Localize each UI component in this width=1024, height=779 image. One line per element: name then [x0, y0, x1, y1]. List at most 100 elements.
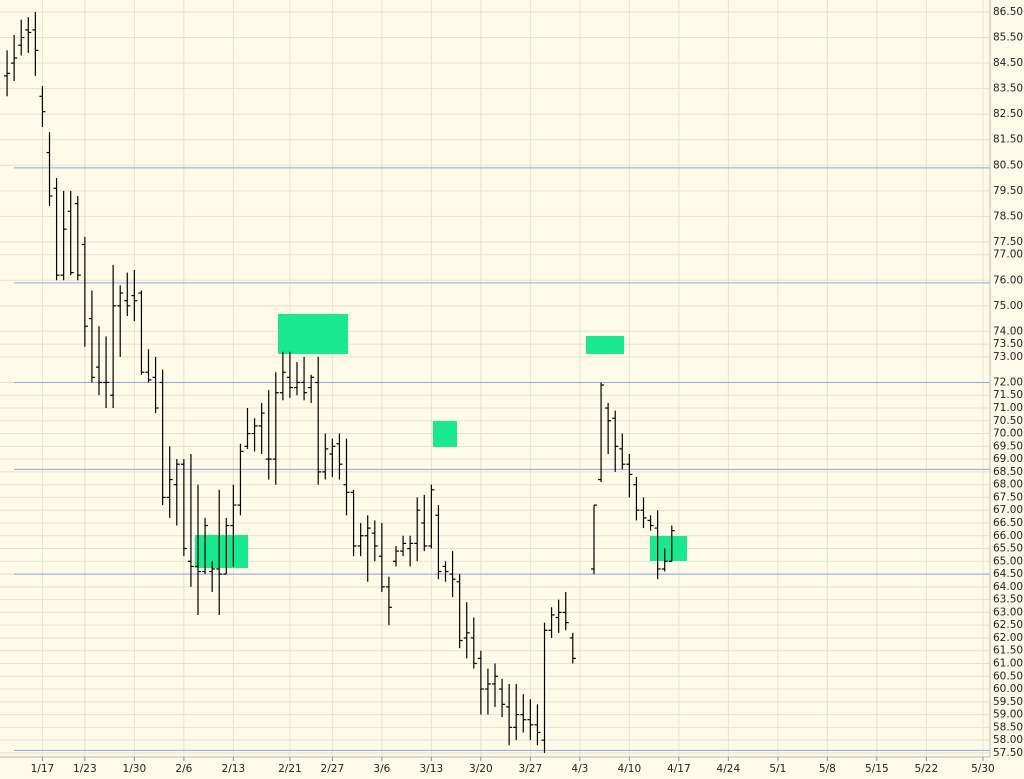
- ohlc-bar: [456, 574, 463, 649]
- y-tick-label: 71.00: [993, 402, 1023, 414]
- highlight-box: [278, 314, 348, 354]
- ohlc-bar: [152, 356, 159, 414]
- y-tick-label: 66.00: [993, 530, 1023, 542]
- highlights: [195, 314, 687, 568]
- ohlc-bar: [612, 410, 619, 472]
- y-tick-label: 71.50: [993, 389, 1023, 401]
- ohlc-bar: [357, 522, 364, 557]
- x-tick-label: 4/3: [571, 763, 588, 775]
- x-tick-label: 5/30: [971, 763, 995, 775]
- y-tick-label: 65.50: [993, 543, 1023, 555]
- ohlc-bar: [385, 576, 392, 626]
- ohlc-bar: [187, 453, 194, 587]
- ohlc-bar: [364, 515, 371, 582]
- x-tick-label: 2/21: [278, 763, 302, 775]
- ohlc-bar: [477, 650, 484, 715]
- ohlc-bar: [117, 285, 124, 357]
- ohlc-bar: [67, 190, 74, 276]
- ohlc-bar: [336, 433, 343, 480]
- x-tick-label: 4/24: [717, 763, 741, 775]
- ohlc-bar: [499, 678, 506, 718]
- ohlc-bar: [60, 190, 67, 281]
- y-tick-label: 57.50: [993, 747, 1023, 759]
- x-tick-label: 1/30: [123, 763, 147, 775]
- y-tick-label: 62.00: [993, 632, 1023, 644]
- ohlc-bar: [562, 591, 569, 631]
- ohlc-bar: [555, 599, 562, 633]
- ohlc-bar: [74, 195, 81, 281]
- y-tick-label: 60.00: [993, 683, 1023, 695]
- y-tick-label: 65.00: [993, 555, 1023, 567]
- ohlc-bar: [633, 476, 640, 521]
- ohlc-bar: [4, 50, 11, 97]
- y-tick-label: 81.50: [993, 134, 1023, 146]
- x-tick-label: 3/20: [469, 763, 493, 775]
- x-tick-label: 3/27: [519, 763, 543, 775]
- x-tick-label: 1/17: [31, 763, 55, 775]
- y-tick-label: 73.00: [993, 351, 1023, 363]
- x-tick-label: 5/22: [915, 763, 939, 775]
- y-tick-label: 83.50: [993, 83, 1023, 95]
- ohlc-bar: [96, 326, 102, 396]
- y-tick-label: 68.50: [993, 466, 1023, 478]
- ohlc-bar: [195, 484, 201, 615]
- ohlc-bar: [527, 699, 534, 741]
- y-tick-label: 58.00: [993, 734, 1023, 746]
- y-tick-label: 61.50: [993, 645, 1023, 657]
- x-tick-label: 5/15: [865, 763, 889, 775]
- ohlc-bar: [39, 86, 46, 127]
- ohlc-bar: [81, 236, 88, 347]
- ohlc-bar: [541, 622, 548, 753]
- ohlc-bar: [661, 548, 668, 572]
- ohlc-bar: [428, 484, 435, 549]
- y-tick-label: 72.00: [993, 376, 1023, 388]
- ohlc-bar: [322, 433, 329, 480]
- ohlc-bar: [223, 517, 230, 575]
- y-tick-label: 59.00: [993, 709, 1023, 721]
- y-tick-label: 64.00: [993, 581, 1023, 593]
- ohlc-bar: [88, 290, 95, 383]
- y-tick-label: 68.00: [993, 479, 1023, 491]
- ohlc-bar: [435, 505, 442, 580]
- ohlc-bar: [591, 504, 597, 575]
- y-tick-label: 76.00: [993, 274, 1023, 286]
- grid: [0, 0, 990, 757]
- ohlc-bar: [145, 349, 152, 383]
- y-tick-label: 69.00: [993, 453, 1023, 465]
- ohlc-bar: [329, 438, 336, 477]
- y-tick-label: 69.50: [993, 440, 1023, 452]
- ohlc-bar: [173, 459, 180, 526]
- ohlc-bar: [103, 336, 110, 409]
- ohlc-bar: [138, 290, 145, 375]
- price-bars: [4, 12, 675, 753]
- ohlc-bar: [371, 520, 378, 562]
- ohlc-bar: [470, 617, 477, 669]
- y-tick-label: 85.50: [993, 32, 1023, 44]
- ohlc-bar: [230, 484, 237, 567]
- x-tick-label: 5/1: [769, 763, 786, 775]
- ohlc-bar: [400, 535, 407, 557]
- ohlc-bar: [548, 607, 555, 638]
- y-tick-label: 70.50: [993, 415, 1023, 427]
- y-tick-label: 67.50: [993, 491, 1023, 503]
- ohlc-bar: [216, 489, 223, 615]
- ohlc-bar: [25, 17, 32, 53]
- y-tick-label: 79.50: [993, 185, 1023, 197]
- y-tick-label: 63.50: [993, 594, 1023, 606]
- ohlc-bar: [605, 402, 612, 454]
- highlight-box: [586, 336, 624, 354]
- ohlc-bar: [258, 402, 265, 454]
- ohlc-bar: [647, 515, 654, 531]
- ohlc-bar: [166, 446, 173, 518]
- x-tick-label: 5/8: [819, 763, 836, 775]
- y-tick-label: 70.00: [993, 428, 1023, 440]
- ohlc-bar: [11, 35, 18, 81]
- ohlc-bar: [279, 351, 286, 401]
- ohlc-bar: [286, 351, 293, 398]
- ohlc-bar: [492, 663, 498, 707]
- ohlc-bar: [46, 132, 53, 207]
- ohlc-bar: [124, 272, 131, 317]
